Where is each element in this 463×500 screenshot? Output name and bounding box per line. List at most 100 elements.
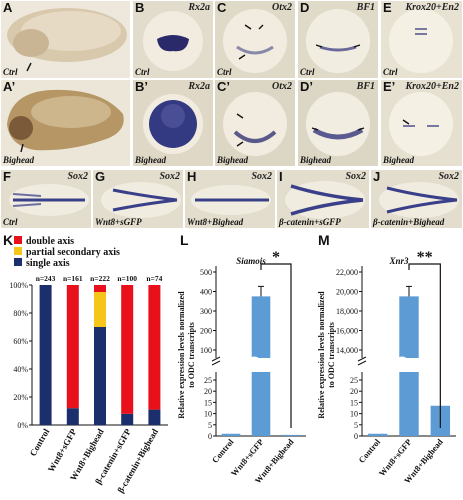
condition-label: Bighead — [383, 155, 415, 165]
x-tick-label: Control — [28, 427, 52, 458]
gene-label: BF1 — [356, 2, 375, 13]
panel-B-prime: B’ Rx2a Bighead — [133, 80, 213, 166]
condition-label: Bighead — [217, 155, 249, 165]
panel-label: B’ — [135, 80, 148, 94]
y-tick-label: 18,000 — [336, 307, 358, 316]
condition-label: Bighead — [300, 155, 332, 165]
y-tick-label: 22,000 — [336, 268, 358, 277]
embryo-image — [7, 89, 124, 153]
y-tick-label: 20% — [13, 393, 28, 402]
condition-label: Wnt8+Bighead — [187, 217, 244, 227]
gene-label: Sox2 — [67, 171, 88, 182]
n-label: n=243 — [36, 274, 56, 283]
embryo-image — [143, 94, 203, 154]
condition-label: Ctrl — [3, 67, 18, 77]
panel-label: D — [300, 1, 310, 15]
gene-label: Sox2 — [345, 171, 366, 182]
condition-label: Bighead — [135, 155, 167, 165]
legend-swatch — [14, 236, 22, 244]
gene-label: Sox2 — [251, 171, 272, 182]
bar-segment — [148, 409, 161, 425]
y-tick-label: 16,000 — [336, 327, 358, 336]
y-tick-label: 25 — [204, 376, 212, 385]
y-tick-label: 0 — [208, 432, 212, 441]
panel-H: H Sox2 Wnt8+Bighead — [185, 170, 275, 228]
bar — [367, 433, 388, 436]
y-tick-label: 25 — [350, 376, 358, 385]
panel-label-M: M — [318, 232, 330, 248]
bar — [281, 434, 301, 436]
y-tick-label: 14,000 — [336, 346, 358, 355]
gene-label: Krox20+En2 — [405, 81, 460, 92]
y-tick-label: 5 — [208, 421, 212, 430]
legend-label: single axis — [26, 258, 70, 269]
panel-D: D BF1 Ctrl — [298, 1, 378, 78]
bar-segment — [66, 285, 79, 409]
bar-upper — [251, 296, 271, 358]
y-tick-label: 100% — [9, 281, 28, 290]
condition-label: Ctrl — [135, 67, 150, 77]
y-tick-label: 20 — [350, 387, 358, 396]
panel-A: A Ctrl — [1, 1, 130, 78]
gene-label: Otx2 — [272, 2, 292, 13]
bar-segment — [39, 285, 52, 425]
panel-C-prime: C’ Otx2 Bighead — [215, 80, 295, 166]
gene-label: Sox2 — [159, 171, 180, 182]
significance-bracket — [260, 263, 292, 428]
gene-label: Rx2a — [188, 81, 210, 92]
y-tick-label: 200 — [200, 327, 212, 336]
legend-swatch — [14, 247, 22, 255]
n-label: n=100 — [117, 274, 137, 283]
condition-label: β-catenin+Bighead — [373, 217, 445, 227]
y-tick-label: 500 — [200, 268, 212, 277]
y-tick-label: 20,000 — [336, 288, 358, 297]
panel-label: A’ — [3, 80, 16, 94]
y-tick-label: 60% — [13, 337, 28, 346]
gene-label: Otx2 — [272, 81, 292, 92]
panel-label: E’ — [383, 80, 396, 94]
gene-label: BF1 — [356, 81, 375, 92]
panel-label: B — [135, 1, 145, 15]
embryo-image — [223, 9, 287, 73]
gene-label: Rx2a — [188, 2, 210, 13]
chart-L: Siamois Relative expression levels normal… — [177, 249, 306, 485]
panel-A-prime: A’ Bighead — [1, 80, 130, 166]
chart-title: Siamois — [236, 256, 266, 266]
legend-label: double axis — [26, 236, 74, 247]
legend-label: partial secondary axis — [26, 247, 120, 258]
significance-bracket — [408, 263, 441, 428]
y-tick-label: 0 — [354, 432, 358, 441]
n-label: n=222 — [90, 274, 110, 283]
legend-swatch — [14, 258, 22, 266]
embryo-image — [306, 92, 370, 156]
axis-break — [211, 356, 221, 362]
panel-label-L: L — [180, 232, 189, 248]
bar-segment — [94, 292, 106, 327]
panel-I: I Sox2 β-catenin+sGFP — [277, 170, 369, 228]
embryo-image — [9, 184, 89, 216]
bar-segment — [66, 408, 79, 425]
y-axis-label: to ODC transcripts — [187, 322, 196, 388]
bar-segment — [148, 285, 161, 410]
embryo-image — [285, 181, 365, 219]
panel-label: F — [3, 170, 11, 184]
condition-label: Ctrl — [3, 217, 18, 227]
y-tick-label: 5 — [354, 421, 358, 430]
y-tick-label: 15 — [350, 398, 358, 407]
y-tick-label: 100 — [200, 346, 212, 355]
panel-label: J — [373, 170, 381, 184]
panel-F: F Sox2 Ctrl — [1, 170, 91, 228]
y-tick-label: 10 — [204, 410, 212, 419]
embryo-image — [191, 185, 271, 215]
y-tick-label: 80% — [13, 309, 28, 318]
y-axis-label: Relative expression levels normalized — [177, 291, 186, 419]
bar-segment — [121, 413, 134, 425]
bar-lower — [399, 372, 419, 436]
y-tick-label: 20 — [204, 387, 212, 396]
condition-label: β-catenin+sGFP — [279, 217, 341, 227]
panel-C: C Otx2 Ctrl — [215, 1, 295, 78]
panel-label-K: K — [3, 232, 14, 248]
bar-upper — [399, 296, 419, 358]
embryo-image — [223, 92, 287, 156]
